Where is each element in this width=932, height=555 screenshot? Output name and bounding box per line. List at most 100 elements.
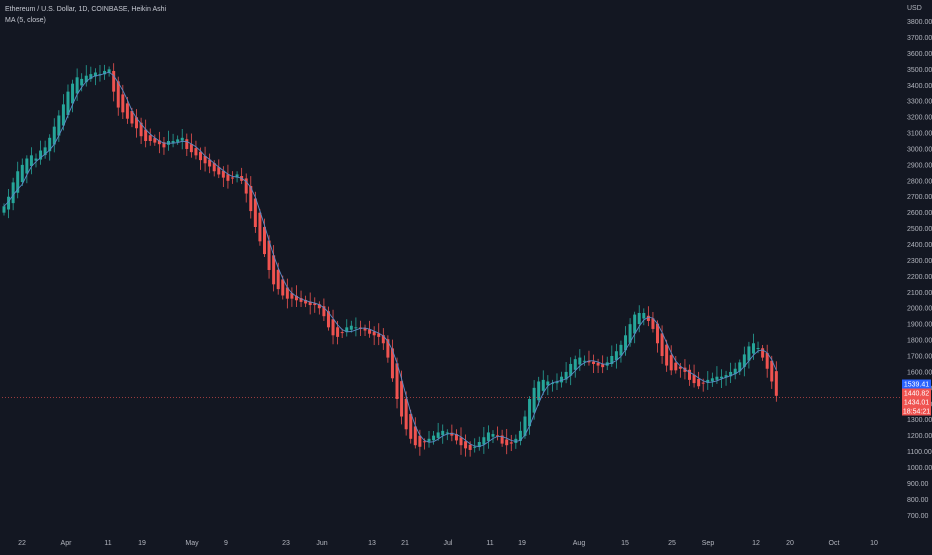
candle-body [226, 174, 230, 181]
candle [445, 429, 449, 441]
candle [167, 130, 171, 151]
y-tick-label: 2400.00 [907, 242, 932, 249]
candle [162, 136, 166, 155]
y-tick-label: 2600.00 [907, 210, 932, 217]
y-tick-label: 3700.00 [907, 35, 932, 42]
candle [587, 350, 591, 366]
candle-body [363, 328, 367, 331]
candle-body [674, 362, 678, 371]
candle-body [244, 178, 248, 194]
candle-body [43, 147, 47, 156]
x-tick-label: 20 [786, 540, 794, 547]
candle [176, 135, 180, 145]
x-tick-label: 23 [282, 540, 290, 547]
candle [404, 391, 408, 436]
x-tick-label: 11 [486, 540, 493, 547]
candle-body [331, 319, 335, 336]
candle-body [57, 115, 61, 136]
candle [340, 328, 344, 339]
candle [637, 305, 641, 333]
candle-body [751, 343, 755, 354]
candle [317, 301, 321, 315]
candle [39, 140, 43, 165]
candle-body [706, 379, 710, 383]
candle [11, 177, 15, 211]
candle [646, 306, 650, 327]
candle-body [395, 363, 399, 399]
candle [89, 66, 93, 82]
candle [436, 422, 440, 441]
candle-body [450, 432, 454, 436]
candle [532, 380, 536, 420]
price-tag-label: 18:54:21 [903, 409, 930, 416]
candle-body [532, 387, 536, 413]
symbol-title[interactable]: Ethereum / U.S. Dollar, 1D, COINBASE, He… [5, 6, 167, 13]
candle [363, 324, 367, 337]
candle [473, 438, 477, 453]
candle [61, 94, 65, 131]
candle [217, 159, 221, 179]
price-tag-bg [902, 388, 931, 398]
candle-body [409, 414, 413, 439]
candle-body [710, 378, 714, 382]
candle-body [112, 70, 116, 92]
candle-body [16, 171, 20, 193]
candle-body [249, 185, 253, 212]
candle [491, 430, 495, 443]
candle-body [84, 75, 88, 83]
candle-body [313, 303, 317, 306]
candle [57, 110, 61, 142]
indicator-label[interactable]: MA (5, close) [5, 17, 46, 24]
candle-body [34, 158, 38, 161]
candle [304, 295, 308, 308]
y-tick-label: 1100.00 [907, 449, 932, 456]
candle [290, 287, 294, 307]
candle-body [486, 432, 490, 441]
candle-body [299, 298, 303, 302]
candle-body [742, 354, 746, 367]
candle-body [340, 332, 344, 334]
candle-body [262, 227, 266, 255]
candle [477, 436, 481, 451]
candle [20, 158, 24, 187]
candle-body [747, 346, 751, 361]
price-tag-label: 1440.82 [904, 391, 929, 398]
candle-body [473, 446, 477, 448]
y-tick-label: 2300.00 [907, 258, 932, 265]
candle-body [765, 352, 769, 369]
candle [546, 375, 550, 396]
candle-body [628, 324, 632, 343]
candle-body [528, 399, 532, 427]
candle-body [98, 74, 102, 76]
candle [322, 298, 326, 321]
candle [16, 161, 20, 199]
candle [66, 84, 70, 119]
x-tick-label: Sep [702, 540, 715, 547]
candle-body [697, 378, 701, 387]
candle [619, 340, 623, 363]
candle [144, 119, 148, 148]
candle [80, 73, 84, 92]
y-tick-label: 2700.00 [907, 194, 932, 201]
candle [2, 203, 6, 216]
candle-body [66, 91, 70, 115]
candle-body [587, 360, 591, 363]
candle-body [377, 333, 381, 337]
candle [500, 429, 504, 447]
candle [153, 134, 157, 146]
candle-body [678, 366, 682, 369]
candle-body [514, 438, 518, 443]
candle-body [176, 139, 180, 142]
candle [326, 306, 330, 331]
candle [386, 335, 390, 363]
candle [656, 320, 660, 353]
candle-body [130, 111, 134, 124]
candle [203, 146, 207, 172]
candle-body [454, 434, 458, 441]
candle-body [199, 151, 203, 161]
candle-body [185, 139, 189, 149]
candle-body [194, 148, 198, 156]
candle [573, 355, 577, 378]
